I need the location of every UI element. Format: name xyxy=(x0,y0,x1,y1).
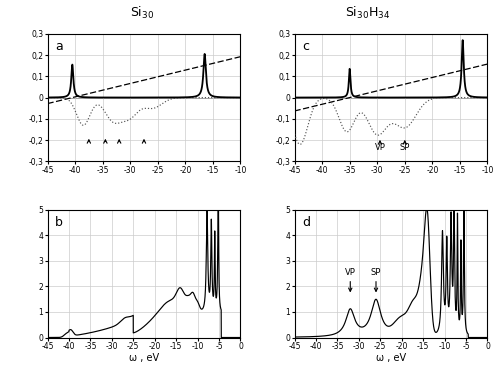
Text: SP: SP xyxy=(400,142,410,152)
Text: VP: VP xyxy=(374,142,386,152)
Text: c: c xyxy=(302,40,309,53)
Text: VP: VP xyxy=(345,268,356,277)
Text: Si$_{30}$H$_{34}$: Si$_{30}$H$_{34}$ xyxy=(345,5,390,21)
Text: b: b xyxy=(55,216,63,229)
X-axis label: ω , eV: ω , eV xyxy=(129,354,159,363)
Text: d: d xyxy=(302,216,310,229)
Text: Si$_{30}$: Si$_{30}$ xyxy=(130,5,154,21)
X-axis label: ω , eV: ω , eV xyxy=(376,354,406,363)
Text: SP: SP xyxy=(371,268,381,277)
Text: a: a xyxy=(55,40,63,53)
